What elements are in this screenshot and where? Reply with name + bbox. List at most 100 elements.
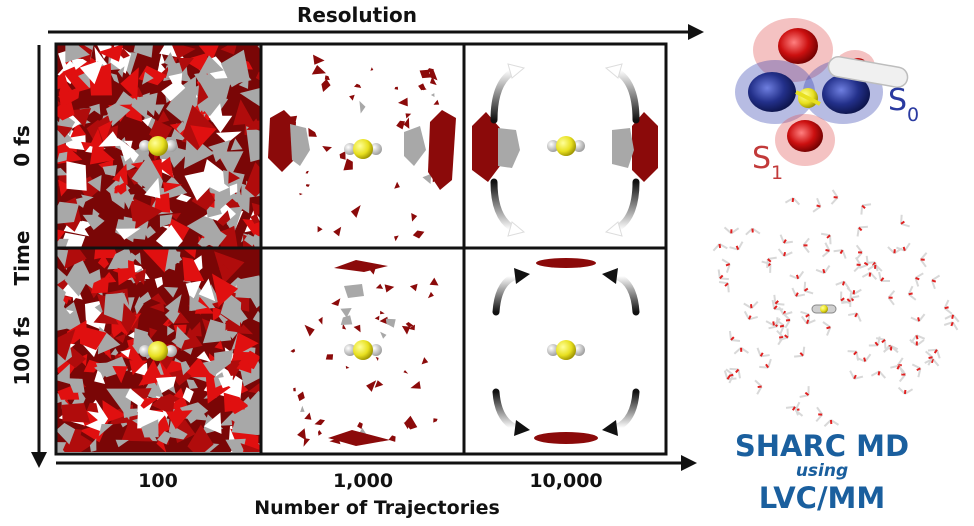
- density-fragment: [375, 356, 379, 361]
- density-fragment: [57, 299, 61, 311]
- density-fragment: [394, 181, 400, 189]
- density-fragment: [141, 375, 167, 403]
- solute-center: [811, 304, 837, 314]
- density-fragment: [161, 79, 186, 102]
- water-molecule: [743, 310, 758, 321]
- s0-letter: S: [888, 83, 907, 118]
- density-fragment: [70, 122, 87, 138]
- water-molecule: [800, 315, 816, 325]
- water-molecule: [883, 345, 899, 354]
- hydrogen-atom: [573, 344, 585, 356]
- density-fragment: [405, 113, 412, 119]
- density-fragment: [313, 54, 325, 65]
- density-fragment: [57, 167, 68, 176]
- density-fragment: [318, 316, 323, 325]
- density-fragment: [205, 369, 231, 404]
- water-molecule: [867, 264, 883, 272]
- water-molecule: [778, 328, 789, 341]
- density-cloud-100-0fs: [57, 45, 261, 247]
- water-molecule: [756, 347, 770, 358]
- water-molecule: [897, 386, 914, 395]
- density-fragment: [308, 127, 317, 137]
- density-fragment: [214, 251, 245, 284]
- panel-grid: [54, 42, 668, 456]
- density-fragment: [333, 226, 342, 237]
- density-fragment: [187, 424, 214, 452]
- density-fragment: [251, 202, 261, 218]
- time-axis: Time 0 fs 100 fs: [10, 45, 47, 468]
- water-molecule: [911, 363, 922, 378]
- density-fragment: [83, 359, 102, 373]
- water-molecule: [833, 249, 847, 259]
- density-fragment: [179, 402, 209, 424]
- density-fragment: [144, 177, 161, 199]
- density-fragment: [380, 331, 387, 339]
- motion-arrows-10000-100fs: [492, 268, 640, 436]
- water-molecule: [773, 294, 785, 306]
- density-fragment: [170, 424, 188, 440]
- water-molecule: [875, 337, 887, 349]
- density-fragment: [82, 214, 105, 230]
- density-fragment: [228, 171, 241, 184]
- density-fragment: [58, 86, 80, 106]
- density-fragment: [184, 169, 213, 201]
- density-fragment: [58, 179, 71, 197]
- water-molecule: [820, 232, 832, 245]
- density-fragment: [112, 366, 128, 384]
- density-fragment: [134, 296, 144, 315]
- density-fragment: [217, 210, 231, 226]
- density-fragment: [169, 369, 192, 386]
- density-fragment: [394, 86, 399, 90]
- density-fragment: [303, 438, 310, 447]
- hydrogen-atom: [547, 140, 559, 152]
- density-fragment: [353, 324, 361, 333]
- density-fragment: [180, 327, 203, 351]
- density-fragment: [129, 360, 148, 376]
- density-fragment: [251, 234, 261, 247]
- sulfur-atom: [353, 340, 373, 360]
- density-fragment: [129, 362, 148, 377]
- density-lobe: [344, 284, 364, 298]
- water-molecule: [721, 258, 731, 273]
- density-fragment: [196, 145, 207, 159]
- density-fragment: [103, 293, 125, 322]
- density-fragment: [165, 410, 193, 430]
- density-fragment: [156, 437, 167, 452]
- density-fragment: [418, 83, 426, 91]
- density-fragment: [110, 73, 120, 84]
- density-fragment: [198, 45, 219, 62]
- water-molecule: [943, 321, 959, 331]
- water-molecule: [900, 214, 910, 228]
- density-fragment: [149, 302, 165, 313]
- h2s-molecule: [139, 341, 177, 361]
- water-molecule: [771, 299, 784, 311]
- water-molecule: [890, 364, 905, 375]
- density-fragment: [150, 104, 165, 115]
- water-molecule: [887, 246, 903, 255]
- density-fragment: [174, 326, 190, 343]
- density-fragment: [149, 327, 158, 340]
- density-fragment: [157, 156, 174, 179]
- column-label-10000: 10,000: [529, 470, 602, 492]
- h2s-molecules: [139, 136, 585, 361]
- water-molecule: [931, 274, 941, 290]
- hydrogen-atom: [139, 140, 151, 152]
- density-fragment: [403, 422, 410, 430]
- water-molecule: [789, 270, 805, 280]
- density-lobe: [328, 430, 390, 446]
- density-fragment: [57, 304, 80, 331]
- density-fragment: [131, 388, 152, 406]
- water-molecule: [778, 306, 793, 316]
- density-fragment: [239, 87, 261, 107]
- density-fragment: [230, 138, 243, 151]
- density-fragment: [412, 230, 425, 239]
- density-fragment: [186, 379, 198, 389]
- density-fragment: [427, 291, 434, 299]
- density-fragment: [57, 267, 70, 288]
- density-fragment: [246, 126, 261, 162]
- resolution-label: Resolution: [297, 3, 417, 27]
- method-line-1: SHARC MD: [735, 429, 909, 463]
- density-fragment: [57, 238, 69, 247]
- sulfur-atom: [148, 136, 168, 156]
- density-fragment: [106, 103, 131, 127]
